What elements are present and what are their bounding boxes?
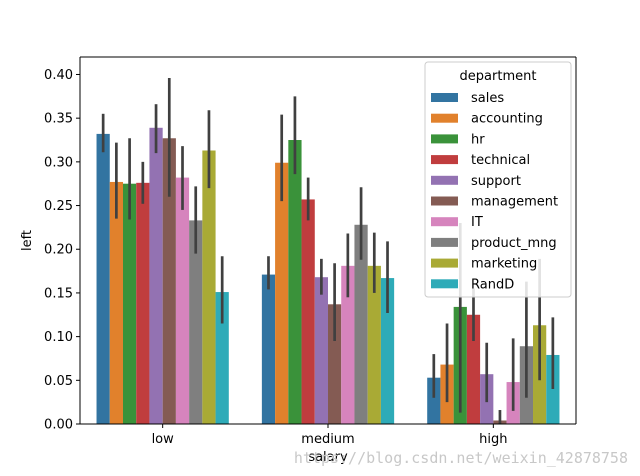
bar-low-technical — [136, 182, 150, 424]
bar-low-product_mng — [189, 220, 203, 424]
legend-swatch-hr — [431, 134, 458, 144]
legend-label-sales: sales — [471, 91, 504, 106]
y-tick-label: 0.25 — [44, 199, 73, 214]
legend-swatch-management — [431, 196, 458, 206]
bar-medium-IT — [341, 265, 355, 424]
legend-box — [424, 61, 572, 298]
bar-medium-management — [328, 304, 342, 424]
x-tick-label: high — [479, 432, 507, 447]
bar-medium-technical — [301, 199, 315, 424]
y-tick-label: 0.40 — [44, 68, 73, 83]
bar-medium-product_mng — [354, 224, 368, 424]
bars-layer — [96, 127, 560, 425]
y-tick-label: 0.05 — [44, 374, 73, 389]
legend-swatch-marketing — [431, 258, 458, 268]
axes-layer: 0.00 0.05 0.10 0.15 0.20 0.25 0.30 0.35 0.40 low m… — [20, 56, 577, 465]
bar-low-RandD — [215, 292, 229, 424]
bar-medium-sales — [261, 274, 276, 424]
watermark-text: https://blog.csdn.net/weixin_42878758 — [294, 449, 628, 467]
y-tick-label: 0.10 — [44, 330, 73, 345]
legend-label-support: support — [471, 174, 521, 189]
y-tick-label: 0.35 — [44, 112, 73, 127]
y-tick-label: 0.20 — [44, 243, 73, 258]
y-tick-label: 0.00 — [44, 418, 73, 433]
bar-high-technical — [466, 314, 481, 424]
legend-swatch-support — [431, 175, 458, 185]
legend-swatch-RandD — [431, 279, 458, 289]
legend-swatch-accounting — [431, 113, 458, 123]
legend-label-RandD: RandD — [471, 277, 514, 292]
bar-low-hr — [122, 183, 137, 424]
x-tick-label: medium — [301, 432, 354, 447]
legend-title: department — [460, 69, 537, 84]
legend-label-hr: hr — [471, 132, 485, 147]
bar-medium-RandD — [380, 278, 395, 424]
bar-medium-accounting — [275, 162, 289, 425]
y-tick-label: 0.15 — [44, 286, 73, 301]
legend-label-technical: technical — [471, 153, 530, 168]
legend-swatch-product_mng — [431, 237, 458, 247]
x-axis-label: salary — [308, 450, 348, 465]
legend-swatch-IT — [431, 217, 458, 227]
bar-low-support — [149, 127, 163, 424]
legend: department sales accounting hr technical supp… — [424, 61, 572, 298]
legend-swatch-technical — [431, 155, 458, 165]
bar-medium-marketing — [367, 265, 381, 424]
legend-swatch-sales — [431, 93, 458, 102]
legend-label-accounting: accounting — [471, 112, 543, 127]
bar-low-management — [162, 138, 176, 424]
bar-high-sales — [427, 377, 441, 424]
y-tick-label: 0.30 — [44, 155, 73, 170]
bar-low-marketing — [202, 150, 216, 424]
bar-low-IT — [175, 177, 190, 424]
bar-high-RandD — [546, 354, 560, 424]
bar-low-sales — [96, 133, 110, 424]
bar-low-accounting — [109, 181, 123, 424]
bar-medium-support — [314, 277, 328, 424]
bar-medium-hr — [288, 140, 302, 424]
legend-label-management: management — [471, 195, 558, 210]
legend-label-product_mng: product_mng — [471, 236, 557, 251]
legend-label-IT: IT — [471, 215, 483, 230]
legend-label-marketing: marketing — [471, 257, 537, 272]
x-tick-label: low — [152, 432, 175, 447]
y-axis-label: left — [20, 230, 35, 251]
